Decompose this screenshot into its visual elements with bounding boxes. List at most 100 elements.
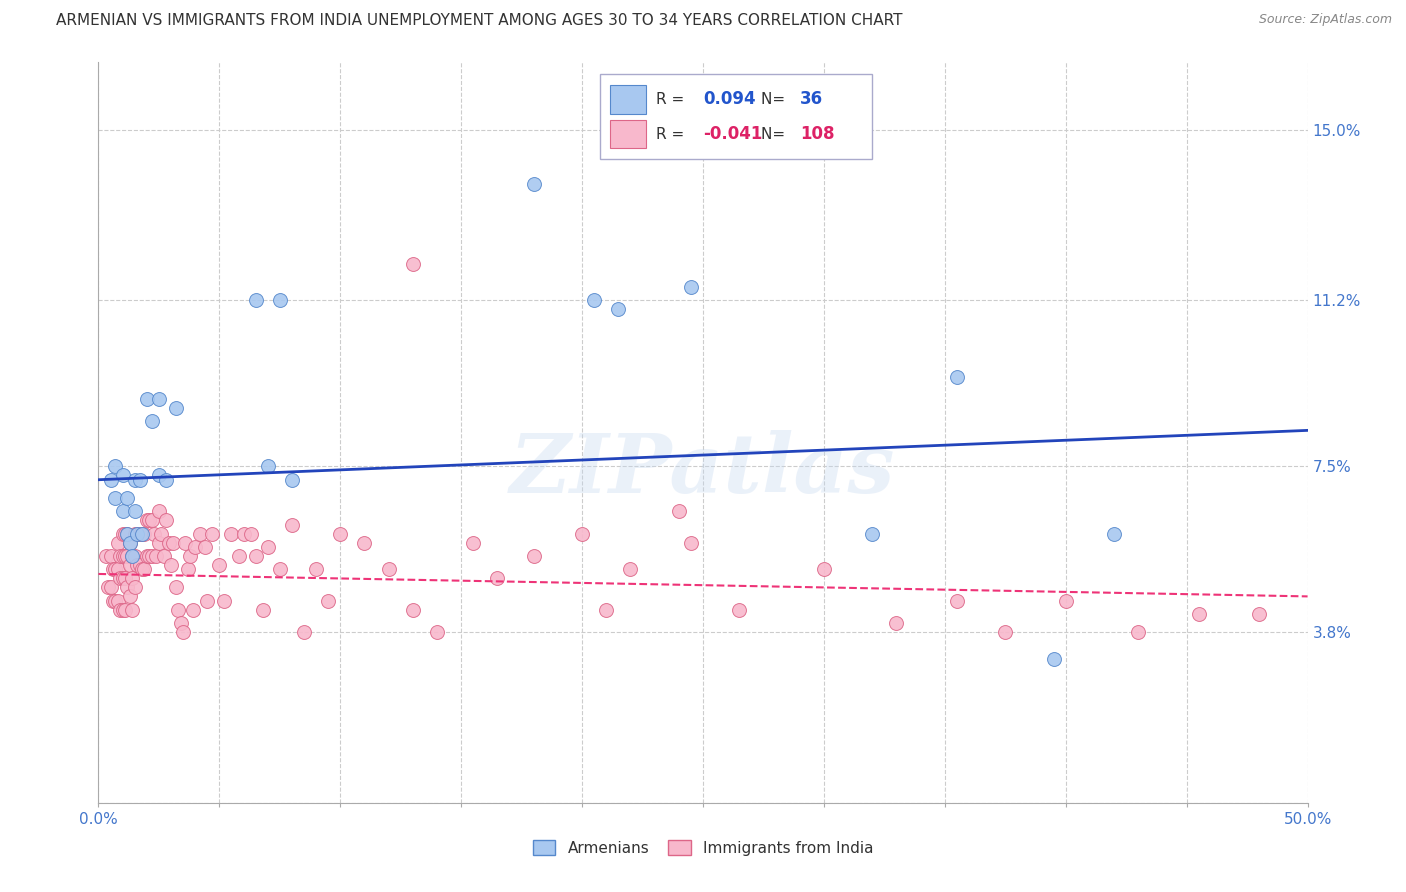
Point [118,535,141,549]
Point [426,625,449,640]
Point [124,581,146,595]
Point [101,562,124,576]
Point [141,414,163,428]
Point [583,293,606,308]
Point [679,280,702,294]
Point [292,625,315,640]
Point [152,549,174,563]
Point [131,562,153,576]
Point [1042,652,1064,666]
Point [108,571,131,585]
Point [138,549,160,563]
Point [111,504,134,518]
Point [111,603,134,617]
Point [221,526,243,541]
Point [107,535,129,549]
Point [101,594,124,608]
Point [679,535,702,549]
Point [165,401,187,415]
Point [860,526,883,541]
Point [256,459,278,474]
Text: 36: 36 [800,90,823,109]
Point [155,473,177,487]
Point [134,562,156,576]
Point [135,392,157,406]
Point [148,504,170,518]
Point [269,562,291,576]
Point [463,535,485,549]
Point [124,473,146,487]
Point [97,581,120,595]
Point [571,526,593,541]
Point [94,549,117,563]
Point [118,558,141,572]
Point [135,549,157,563]
Point [353,535,375,549]
Point [157,535,180,549]
Point [188,526,211,541]
Point [118,535,141,549]
Point [148,468,170,483]
Point [118,590,141,604]
Point [946,594,969,608]
Point [121,571,143,585]
Point [104,459,127,474]
Point [162,535,184,549]
Point [104,562,127,576]
Point [108,603,131,617]
Text: Source: ZipAtlas.com: Source: ZipAtlas.com [1258,13,1392,27]
Point [104,594,127,608]
Point [117,581,139,595]
Text: R =: R = [655,127,689,142]
Point [377,562,399,576]
Point [1128,625,1150,640]
Point [402,257,425,271]
Legend: Armenians, Immigrants from India: Armenians, Immigrants from India [526,834,880,862]
Point [813,562,835,576]
Point [155,513,177,527]
Point [145,549,167,563]
Point [160,558,183,572]
Point [208,558,231,572]
Point [148,535,170,549]
Point [124,504,146,518]
Point [128,473,150,487]
Point [143,526,166,541]
Point [486,571,509,585]
Point [117,526,139,541]
Text: R =: R = [655,92,689,107]
Point [114,571,136,585]
Point [402,603,425,617]
Point [121,549,143,563]
Text: 0.094: 0.094 [703,90,755,109]
Point [138,513,160,527]
Point [228,549,250,563]
Point [131,526,153,541]
Point [195,594,218,608]
Point [232,526,254,541]
Point [134,526,156,541]
Point [523,177,546,191]
Point [946,369,969,384]
Point [135,513,157,527]
Point [141,549,163,563]
Point [994,625,1017,640]
Point [245,293,267,308]
Point [305,562,328,576]
Point [148,392,170,406]
Point [150,526,173,541]
Point [252,603,274,617]
FancyBboxPatch shape [600,73,872,159]
Point [100,473,122,487]
Point [1102,526,1125,541]
Point [1249,607,1271,622]
Point [111,571,134,585]
Point [107,562,129,576]
Point [184,540,207,554]
Point [121,603,143,617]
Point [174,535,197,549]
Point [127,558,149,572]
Point [172,625,194,640]
Point [124,526,146,541]
Point [179,549,201,563]
